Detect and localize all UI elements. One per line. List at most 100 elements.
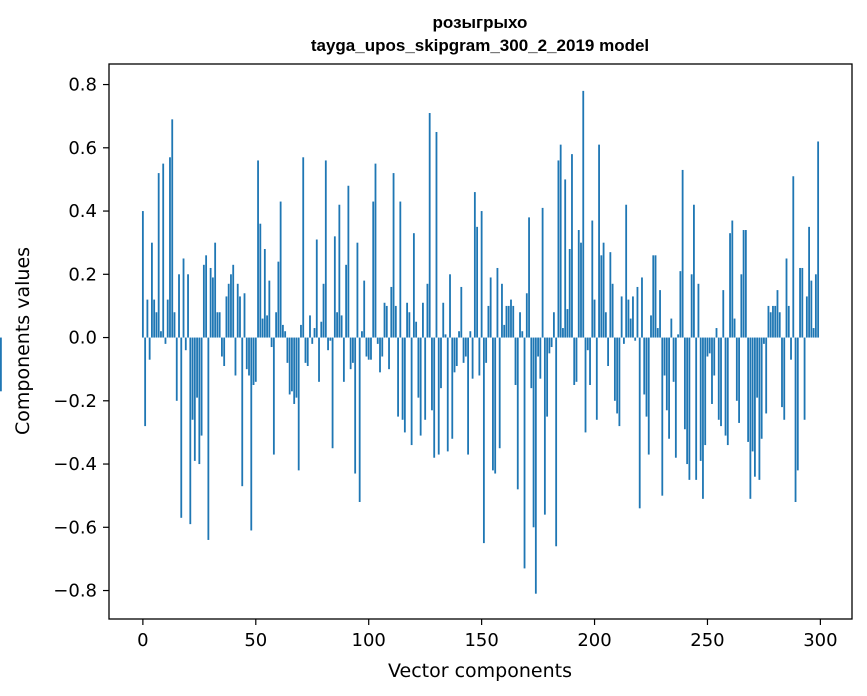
bar [236, 283, 239, 338]
bar [661, 337, 664, 496]
bar [729, 233, 731, 338]
bar [543, 337, 546, 515]
bar [702, 337, 704, 499]
bar [270, 337, 273, 348]
bar [467, 337, 469, 455]
x-axis-ticks: 0 50 100 150 200 250 300 [137, 619, 838, 651]
bar [620, 296, 623, 338]
x-tick-label: 150 [464, 630, 498, 651]
bar [713, 337, 716, 376]
bar [537, 337, 539, 357]
bar [392, 173, 395, 338]
bar [595, 337, 598, 420]
bar [776, 290, 779, 338]
bar [641, 277, 643, 338]
bar [810, 280, 813, 338]
bar [444, 334, 447, 338]
bar [618, 337, 621, 427]
bar [600, 255, 603, 338]
bar [476, 226, 479, 338]
bar [589, 337, 591, 385]
bar [672, 337, 675, 382]
bar [690, 274, 693, 338]
bar [410, 337, 413, 446]
y-tick-label: −0.2 [53, 391, 97, 412]
bar [550, 337, 553, 348]
bar [611, 283, 614, 338]
bar [191, 337, 194, 420]
bar [0, 337, 2, 392]
bar [510, 299, 512, 338]
bar [681, 169, 684, 338]
bar [516, 337, 519, 490]
bar [160, 331, 162, 338]
bar [180, 337, 183, 518]
bar [697, 283, 700, 338]
bar [216, 312, 219, 338]
bar [318, 337, 320, 382]
bar [593, 299, 596, 338]
bar [489, 277, 492, 338]
bar [722, 290, 725, 338]
bar [796, 337, 799, 471]
bar [686, 337, 689, 465]
bar [202, 264, 205, 338]
bar [245, 337, 248, 370]
bar [575, 337, 578, 382]
bar [814, 274, 817, 338]
bar [193, 337, 196, 461]
bar [232, 264, 235, 338]
y-axis-ticks: −0.8 −0.6 −0.4 −0.2 0.0 0.2 0.4 0.6 0.8 [53, 75, 109, 602]
bar [187, 274, 189, 338]
y-axis-label: Components values [12, 247, 34, 435]
bar [582, 90, 585, 338]
bar [300, 324, 302, 338]
bar [144, 337, 147, 427]
bar [731, 220, 734, 338]
bar [469, 331, 472, 338]
bar [406, 302, 409, 338]
bar [388, 337, 390, 370]
bar [155, 312, 158, 338]
bar [602, 242, 605, 338]
bar [487, 305, 490, 338]
bar [327, 337, 329, 351]
bar [817, 141, 820, 338]
bar [494, 337, 497, 474]
bar [178, 274, 180, 338]
bar [365, 337, 368, 357]
bar [146, 299, 149, 338]
bar [559, 144, 562, 338]
bar [435, 131, 438, 338]
bar [665, 337, 668, 411]
y-tick-label: −0.4 [53, 454, 97, 475]
bar [376, 337, 379, 344]
bar [460, 286, 463, 338]
bar [277, 261, 280, 338]
bar [462, 337, 465, 363]
bar [679, 271, 682, 338]
bar [799, 267, 801, 338]
bar [304, 337, 307, 363]
bar [525, 293, 528, 338]
bar [763, 337, 765, 344]
bar [288, 337, 291, 395]
bar [616, 337, 619, 414]
y-tick-label: 0.0 [68, 328, 97, 349]
bar [683, 337, 686, 430]
bar [785, 258, 788, 338]
bar [455, 337, 458, 367]
bar [345, 264, 348, 338]
bar [437, 337, 440, 455]
bar [783, 337, 786, 420]
bar [573, 337, 576, 385]
bar [656, 328, 659, 338]
bar [313, 328, 316, 338]
bar [532, 337, 535, 528]
bar [772, 305, 774, 338]
bar [205, 255, 208, 338]
bar [281, 324, 284, 338]
bar [394, 305, 397, 338]
bar [166, 299, 169, 338]
bar [225, 296, 228, 338]
